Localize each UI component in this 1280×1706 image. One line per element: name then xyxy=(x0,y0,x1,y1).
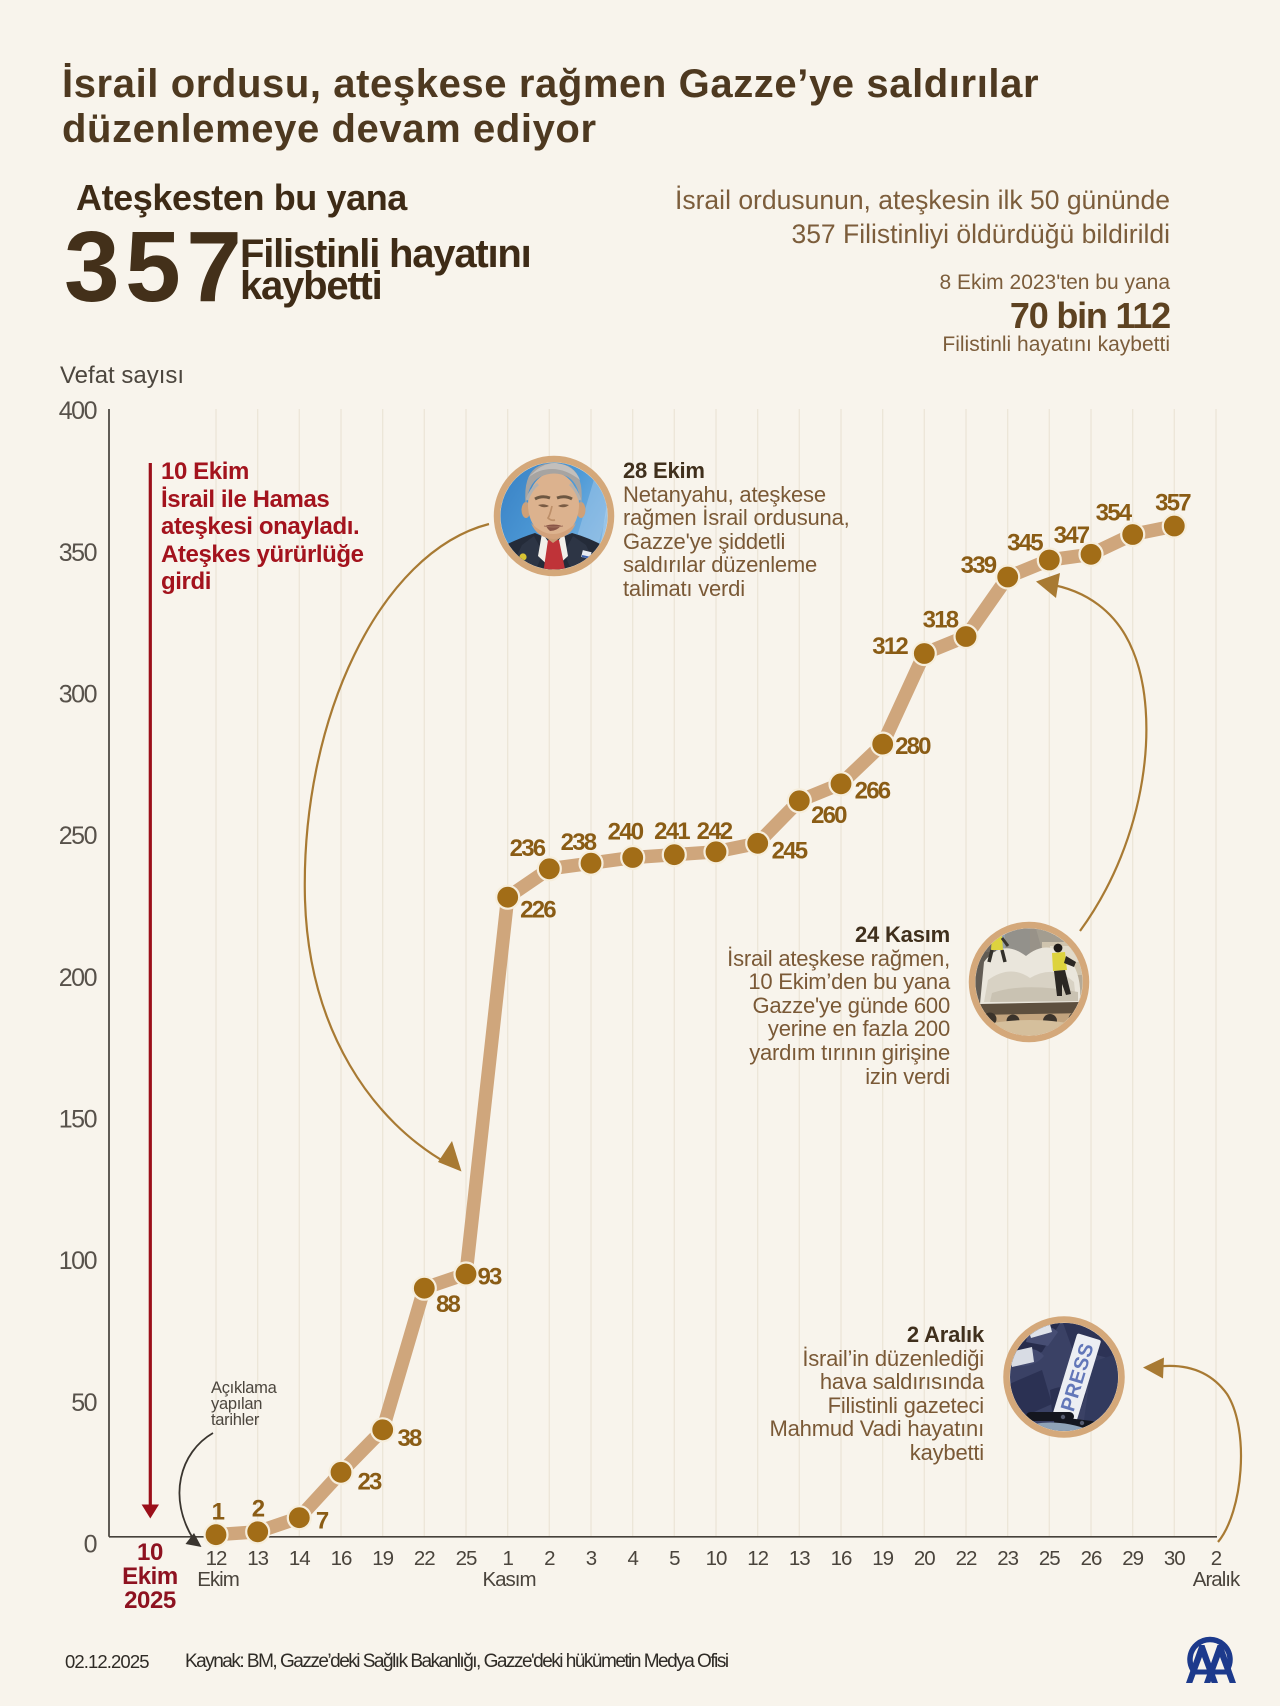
svg-text:12: 12 xyxy=(747,1547,768,1570)
svg-text:14: 14 xyxy=(289,1547,310,1570)
svg-text:354: 354 xyxy=(1096,500,1133,527)
svg-text:13: 13 xyxy=(789,1547,810,1570)
svg-text:25: 25 xyxy=(1039,1547,1060,1570)
svg-text:50: 50 xyxy=(71,1389,96,1417)
svg-text:12: 12 xyxy=(206,1547,227,1570)
svg-text:200: 200 xyxy=(59,964,97,992)
svg-text:318: 318 xyxy=(923,607,959,634)
svg-text:16: 16 xyxy=(831,1547,852,1570)
svg-text:30: 30 xyxy=(1164,1547,1185,1570)
svg-text:23: 23 xyxy=(997,1547,1018,1570)
svg-text:38: 38 xyxy=(397,1425,422,1452)
svg-text:1: 1 xyxy=(212,1499,225,1526)
svg-text:236: 236 xyxy=(510,835,546,862)
svg-text:23: 23 xyxy=(357,1469,382,1496)
svg-text:3: 3 xyxy=(586,1547,597,1570)
svg-text:0: 0 xyxy=(84,1531,97,1559)
svg-text:345: 345 xyxy=(1007,529,1043,556)
svg-text:13: 13 xyxy=(247,1547,268,1570)
svg-text:16: 16 xyxy=(331,1547,352,1570)
svg-text:5: 5 xyxy=(669,1547,680,1570)
svg-text:2: 2 xyxy=(544,1547,555,1570)
svg-text:93: 93 xyxy=(477,1264,502,1291)
svg-text:242: 242 xyxy=(697,818,733,845)
svg-text:19: 19 xyxy=(372,1547,393,1570)
svg-text:19: 19 xyxy=(872,1547,893,1570)
svg-text:260: 260 xyxy=(811,802,847,829)
svg-text:22: 22 xyxy=(956,1547,977,1570)
svg-text:350: 350 xyxy=(59,539,97,567)
svg-text:241: 241 xyxy=(654,818,690,845)
svg-text:20: 20 xyxy=(914,1547,935,1570)
svg-text:150: 150 xyxy=(59,1106,97,1134)
svg-text:245: 245 xyxy=(772,838,808,865)
svg-text:226: 226 xyxy=(520,897,556,924)
svg-text:339: 339 xyxy=(961,552,997,579)
svg-text:88: 88 xyxy=(436,1291,461,1318)
svg-text:300: 300 xyxy=(59,681,97,709)
svg-text:26: 26 xyxy=(1081,1547,1102,1570)
svg-text:29: 29 xyxy=(1122,1547,1143,1570)
svg-text:10: 10 xyxy=(706,1547,727,1570)
svg-text:4: 4 xyxy=(627,1547,638,1570)
svg-text:312: 312 xyxy=(872,633,908,660)
svg-text:100: 100 xyxy=(59,1247,97,1275)
svg-text:2: 2 xyxy=(252,1496,265,1523)
svg-text:25: 25 xyxy=(456,1547,477,1570)
svg-text:347: 347 xyxy=(1054,522,1090,549)
svg-text:Kasım: Kasım xyxy=(482,1568,535,1591)
svg-text:240: 240 xyxy=(608,819,644,846)
svg-text:400: 400 xyxy=(59,397,97,425)
svg-text:22: 22 xyxy=(414,1547,435,1570)
svg-text:266: 266 xyxy=(855,778,891,805)
svg-text:1: 1 xyxy=(502,1547,513,1570)
svg-text:357: 357 xyxy=(1155,490,1191,517)
svg-text:7: 7 xyxy=(316,1508,329,1535)
svg-text:Aralık: Aralık xyxy=(1193,1568,1241,1591)
svg-text:250: 250 xyxy=(59,822,97,850)
svg-text:Ekim: Ekim xyxy=(197,1568,239,1591)
svg-text:2: 2 xyxy=(1211,1547,1222,1570)
svg-text:238: 238 xyxy=(561,829,597,856)
svg-text:280: 280 xyxy=(895,733,931,760)
